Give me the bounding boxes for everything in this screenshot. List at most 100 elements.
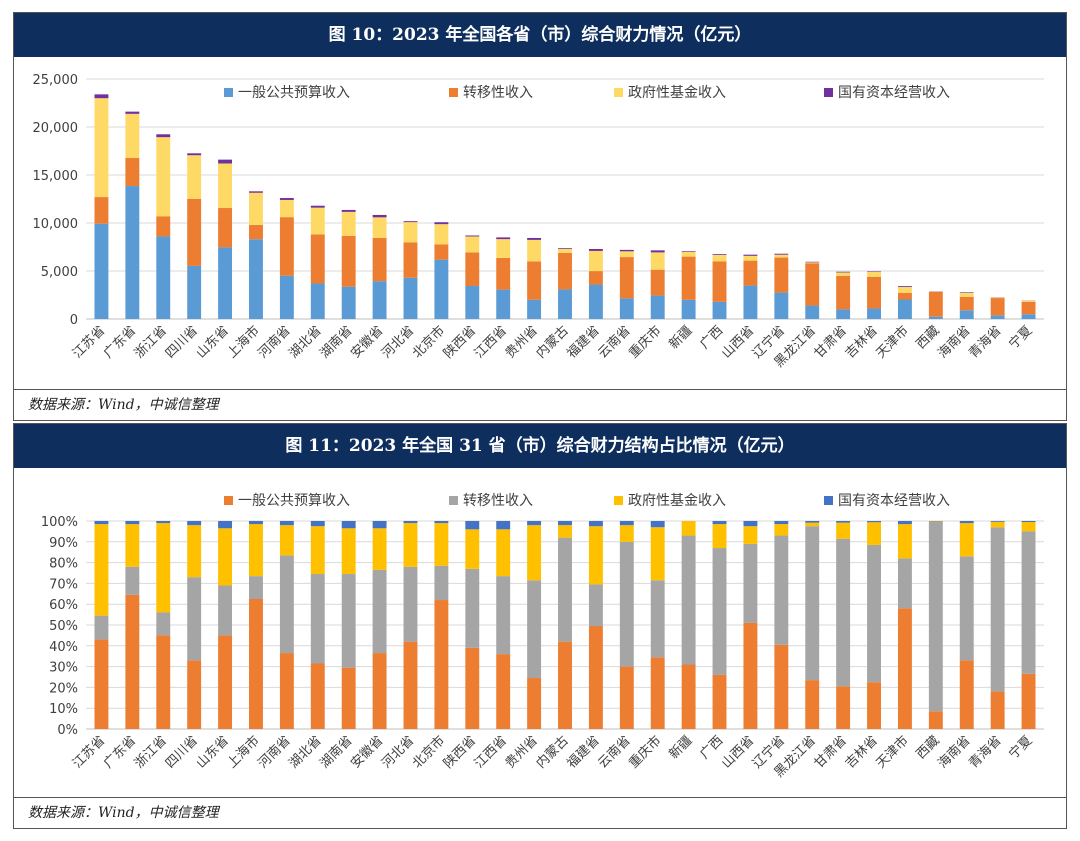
bar-segment (1021, 531, 1036, 674)
bar-segment (218, 208, 233, 248)
bar-segment (341, 211, 356, 236)
bar-segment (156, 612, 171, 636)
bar-segment (650, 269, 665, 296)
bar-segment (94, 521, 109, 525)
bar-segment (774, 253, 789, 255)
bar-segment (403, 222, 418, 243)
bar-segment (558, 289, 572, 319)
bar-segment (990, 298, 1005, 316)
bar-segment (650, 527, 665, 581)
bar-segment (218, 159, 233, 164)
bar-segment (743, 622, 758, 729)
x-tick-label: 安徽省 (348, 323, 386, 361)
bar-segment (403, 523, 418, 567)
bar-segment (156, 137, 171, 217)
bar-segment (310, 526, 325, 575)
bar-segment (187, 660, 202, 729)
x-tick-label: 天津市 (873, 323, 912, 362)
bar-segment (187, 577, 202, 661)
bar-segment (187, 153, 202, 156)
bar-segment (897, 558, 912, 609)
bar-segment (496, 576, 511, 655)
bar-segment (836, 538, 851, 687)
bar-segment (650, 295, 665, 319)
bar-segment (959, 521, 974, 524)
bar-segment (712, 524, 727, 549)
y-tick-label: 20% (49, 681, 78, 696)
legend-label: 国有资本经营收入 (838, 85, 950, 101)
bar-segment (712, 261, 727, 302)
x-tick-label: 湖南省 (317, 733, 356, 772)
bar-segment (805, 262, 820, 264)
bar-segment (310, 205, 325, 208)
bar-segment (341, 574, 356, 668)
bar-segment (125, 111, 140, 114)
bar-segment (496, 529, 511, 577)
legend-swatch (824, 496, 833, 505)
bar-segment (403, 277, 418, 319)
bar-segment (279, 555, 294, 654)
legend-label: 一般公共预算收入 (238, 85, 350, 101)
bar-segment (125, 594, 140, 729)
bar-segment (279, 199, 294, 218)
bar-segment (465, 285, 480, 319)
x-tick-label: 重庆市 (626, 733, 665, 772)
bar-segment (619, 251, 634, 258)
x-tick-label: 河北省 (379, 733, 417, 771)
bar-segment (341, 528, 356, 575)
x-tick-label: 湖北省 (286, 323, 324, 361)
x-tick-label: 宁夏 (1006, 323, 1036, 353)
bar-segment (712, 301, 727, 319)
x-tick-label: 青海省 (966, 733, 1004, 771)
bar-segment (465, 521, 480, 530)
x-tick-label: 四川省 (163, 733, 201, 771)
bar-segment (310, 283, 325, 319)
bar-segment (341, 286, 356, 319)
bar-segment (465, 647, 480, 729)
bar-segment (619, 666, 634, 729)
bar-segment (897, 286, 912, 288)
x-tick-label: 吉林省 (843, 323, 881, 361)
x-tick-label: 山东省 (194, 323, 232, 361)
chart-title-2: 图 11：2023 年全国 31 省（市）综合财力结构占比情况（亿元） (14, 424, 1066, 468)
bar-segment (681, 535, 696, 665)
legend-swatch (224, 496, 233, 505)
bar-segment (372, 217, 387, 238)
bar-segment (619, 525, 634, 542)
bar-segment (743, 543, 758, 623)
bar-segment (959, 310, 974, 319)
bar-segment (805, 522, 820, 527)
bar-segment (588, 526, 603, 585)
x-tick-label: 北京市 (409, 733, 448, 772)
legend-swatch (449, 88, 458, 97)
legend-swatch (449, 496, 458, 505)
x-tick-label: 吉林省 (843, 733, 881, 771)
bar-segment (187, 155, 202, 199)
bar-segment (558, 252, 572, 290)
bar-segment (558, 537, 572, 642)
bar-segment (681, 251, 696, 252)
bar-segment (897, 292, 912, 300)
bar-segment (403, 221, 418, 223)
x-tick-label: 江西省 (472, 323, 510, 361)
bar-segment (527, 299, 542, 319)
bar-segment (434, 523, 449, 566)
bar-segment (465, 568, 480, 648)
bar-segment (249, 524, 263, 577)
bar-segment (588, 250, 603, 272)
y-tick-label: 10,000 (33, 217, 79, 232)
bar-segment (1021, 300, 1036, 302)
bar-segment (650, 250, 665, 253)
x-tick-label: 重庆市 (626, 323, 665, 362)
bar-segment (310, 574, 325, 664)
bar-segment (249, 191, 263, 193)
legend-swatch (614, 496, 623, 505)
x-tick-label: 上海市 (224, 733, 263, 772)
bar-segment (434, 565, 449, 601)
bar-segment (558, 521, 572, 526)
bar-segment (619, 249, 634, 252)
bar-segment (125, 524, 140, 567)
bar-segment (867, 521, 881, 523)
bar-segment (650, 657, 665, 729)
x-tick-label: 海南省 (935, 733, 974, 772)
